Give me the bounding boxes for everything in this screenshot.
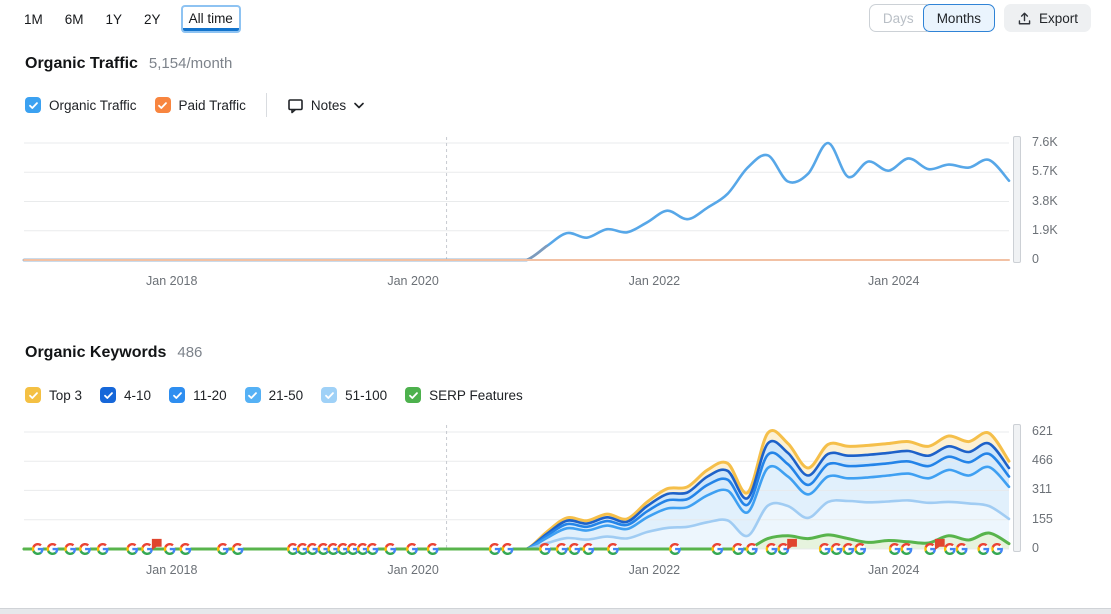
days-toggle-button[interactable]: Days	[868, 4, 927, 32]
x-axis-tick-chart2: Jan 2024	[868, 563, 920, 577]
organic-traffic-header: Organic Traffic 5,154/month	[25, 55, 232, 73]
organic-keywords-title: Organic Keywords	[25, 344, 167, 361]
legend-label: Top 3	[49, 387, 83, 403]
y-axis-tick-chart1: 7.6K	[1032, 135, 1058, 149]
checkbox-checked-icon[interactable]	[405, 387, 422, 403]
range-tab-6m[interactable]: 6M	[64, 11, 84, 27]
granularity-toggle: Days Months	[868, 4, 995, 32]
y-axis-tick-chart2: 466	[1032, 453, 1053, 468]
notes-label: Notes	[310, 97, 347, 113]
y-axis-tick-chart2: 621	[1032, 424, 1053, 438]
y-axis-tick-chart1: 1.9K	[1032, 222, 1058, 237]
organic-traffic-title: Organic Traffic	[25, 55, 138, 72]
legend-label: SERP Features	[429, 387, 523, 403]
x-axis-tick-chart2: Jan 2022	[628, 563, 681, 577]
legend-label: Paid Traffic	[178, 97, 246, 113]
legend-item-top-3[interactable]: Top 3	[25, 387, 82, 403]
organic-keywords-header: Organic Keywords 486	[25, 344, 202, 362]
keywords-chart-handle[interactable]	[1013, 424, 1021, 552]
notes-icon	[288, 98, 303, 113]
organic-keywords-value: 486	[177, 344, 203, 361]
legend-item-serp-features[interactable]: SERP Features	[405, 387, 523, 403]
traffic-legend: Organic Traffic Paid Traffic	[25, 97, 246, 113]
checkbox-checked-icon[interactable]	[25, 97, 41, 113]
legend-item-paid-traffic[interactable]: Paid Traffic	[154, 97, 246, 113]
chevron-down-icon	[354, 102, 364, 108]
legend-label: 21-50	[268, 387, 304, 403]
legend-label: Organic Traffic	[49, 97, 137, 113]
x-axis-tick-chart1: Jan 2022	[628, 274, 681, 288]
checkbox-checked-icon[interactable]	[169, 387, 186, 403]
export-icon	[1018, 12, 1031, 24]
checkbox-checked-icon[interactable]	[100, 387, 117, 403]
organic-keywords-chart[interactable]	[22, 425, 1011, 555]
checkbox-checked-icon[interactable]	[25, 387, 41, 403]
bottom-divider	[0, 608, 1111, 614]
traffic-legend-row: Organic Traffic Paid Traffic Notes	[25, 93, 364, 117]
legend-item-4-10[interactable]: 4-10	[100, 387, 151, 403]
y-axis-tick-chart1: 5.7K	[1032, 164, 1058, 179]
legend-label: 4-10	[124, 387, 152, 403]
legend-divider	[265, 93, 267, 117]
y-axis-tick-chart1: 0	[1032, 252, 1039, 266]
checkbox-checked-icon[interactable]	[154, 97, 171, 113]
chart-toolbar: Days Months Export	[868, 4, 1091, 32]
checkbox-checked-icon[interactable]	[321, 387, 338, 403]
y-axis-tick-chart2: 0	[1032, 541, 1039, 555]
range-tab-all-time[interactable]: All time	[182, 7, 239, 31]
x-axis-tick-chart2: Jan 2020	[387, 563, 439, 577]
legend-item-organic-traffic[interactable]: Organic Traffic	[25, 97, 137, 113]
legend-item-11-20[interactable]: 11-20	[169, 387, 227, 403]
y-axis-tick-chart1: 3.8K	[1032, 193, 1058, 208]
checkbox-checked-icon[interactable]	[244, 387, 261, 403]
organic-traffic-chart[interactable]	[22, 137, 1011, 263]
x-axis-tick-chart2: Jan 2018	[146, 563, 198, 577]
date-range-tabs: 1M 6M 1Y 2Y All time	[24, 5, 239, 33]
legend-label: 51-100	[345, 387, 388, 403]
range-tab-2y[interactable]: 2Y	[144, 11, 161, 27]
keywords-legend-row: Top 3 4-10 11-20 21-50 51-100 SERP Features	[25, 385, 523, 405]
keywords-legend: Top 3 4-10 11-20 21-50 51-100 SERP Features	[25, 387, 523, 403]
range-tab-1y[interactable]: 1Y	[105, 11, 123, 27]
x-axis-tick-chart1: Jan 2018	[146, 274, 198, 288]
legend-item-21-50[interactable]: 21-50	[244, 387, 304, 403]
months-toggle-button[interactable]: Months	[922, 4, 995, 32]
y-axis-tick-chart2: 311	[1032, 482, 1052, 497]
notes-control[interactable]: Notes	[287, 97, 364, 114]
organic-traffic-value: 5,154/month	[148, 55, 233, 72]
export-label: Export	[1038, 10, 1078, 26]
y-axis-tick-chart2: 155	[1032, 511, 1053, 526]
range-tab-1m[interactable]: 1M	[24, 11, 43, 27]
x-axis-tick-chart1: Jan 2024	[868, 274, 920, 288]
legend-item-51-100[interactable]: 51-100	[321, 387, 387, 403]
legend-label: 11-20	[193, 387, 227, 403]
export-button[interactable]: Export	[1003, 4, 1091, 32]
x-axis-tick-chart1: Jan 2020	[387, 274, 439, 288]
traffic-chart-handle[interactable]	[1013, 136, 1021, 263]
